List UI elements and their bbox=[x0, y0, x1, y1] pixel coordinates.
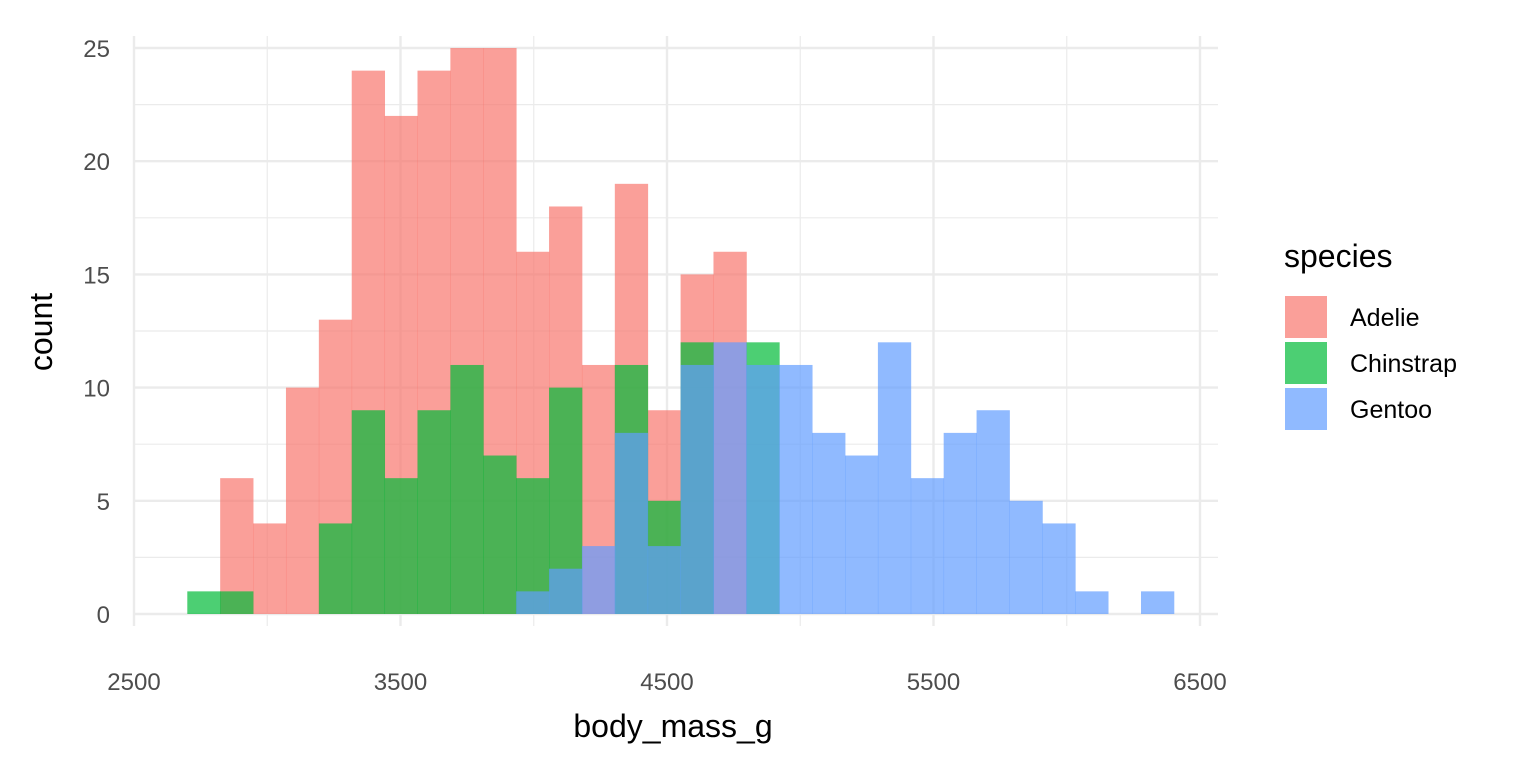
bar-gentoo bbox=[1042, 523, 1076, 614]
bar-gentoo bbox=[845, 455, 879, 614]
bar-gentoo bbox=[746, 364, 780, 614]
bar-chinstrap bbox=[483, 455, 517, 614]
y-axis-ticks: 0 5 10 15 20 25 bbox=[83, 36, 110, 629]
legend-title: species bbox=[1284, 238, 1393, 274]
legend: species Adelie Chinstrap Gentoo bbox=[1284, 238, 1457, 430]
bar-gentoo bbox=[647, 546, 681, 614]
bar-adelie bbox=[285, 387, 320, 614]
bar-chinstrap bbox=[450, 364, 484, 614]
bar-gentoo bbox=[581, 546, 616, 614]
y-tick-label: 5 bbox=[97, 489, 110, 516]
bar-gentoo bbox=[1140, 591, 1175, 614]
legend-label-chinstrap: Chinstrap bbox=[1350, 350, 1457, 378]
bar-gentoo bbox=[680, 364, 714, 614]
bar-gentoo bbox=[812, 432, 846, 614]
y-tick-label: 20 bbox=[83, 149, 110, 176]
y-tick-label: 15 bbox=[83, 262, 110, 289]
bar-gentoo bbox=[1009, 500, 1043, 614]
x-tick-label: 4500 bbox=[640, 669, 693, 696]
bar-gentoo bbox=[910, 478, 945, 614]
legend-key-adelie bbox=[1285, 296, 1327, 338]
bar-gentoo bbox=[976, 410, 1010, 614]
histogram-bars bbox=[187, 48, 1175, 615]
x-tick-label: 3500 bbox=[374, 669, 427, 696]
legend-label-gentoo: Gentoo bbox=[1350, 396, 1432, 424]
bar-gentoo bbox=[1075, 591, 1109, 614]
bar-gentoo bbox=[779, 364, 813, 614]
y-tick-label: 25 bbox=[83, 36, 110, 63]
bar-gentoo bbox=[516, 591, 550, 614]
x-tick-label: 6500 bbox=[1173, 669, 1226, 696]
bar-chinstrap bbox=[384, 478, 418, 614]
bar-gentoo bbox=[943, 432, 977, 614]
bar-gentoo bbox=[713, 342, 747, 614]
bar-gentoo bbox=[614, 432, 649, 614]
bar-adelie bbox=[253, 523, 287, 614]
x-axis-ticks: 2500 3500 4500 5500 6500 bbox=[107, 669, 1226, 696]
legend-label-adelie: Adelie bbox=[1350, 304, 1420, 332]
y-axis-title: count bbox=[23, 293, 59, 371]
bar-chinstrap bbox=[187, 591, 221, 614]
bar-chinstrap bbox=[220, 591, 254, 614]
bar-gentoo bbox=[877, 342, 912, 614]
bar-chinstrap bbox=[417, 410, 451, 614]
y-tick-label: 10 bbox=[83, 376, 110, 403]
x-tick-label: 2500 bbox=[107, 669, 160, 696]
legend-items: Adelie Chinstrap Gentoo bbox=[1285, 296, 1457, 430]
x-tick-label: 5500 bbox=[907, 669, 960, 696]
bar-gentoo bbox=[549, 568, 583, 614]
y-tick-label: 0 bbox=[97, 602, 110, 629]
x-axis-title: body_mass_g bbox=[573, 708, 772, 744]
legend-key-chinstrap bbox=[1285, 342, 1327, 384]
bar-chinstrap bbox=[318, 523, 353, 614]
legend-key-gentoo bbox=[1285, 388, 1327, 430]
bar-chinstrap bbox=[351, 410, 386, 614]
